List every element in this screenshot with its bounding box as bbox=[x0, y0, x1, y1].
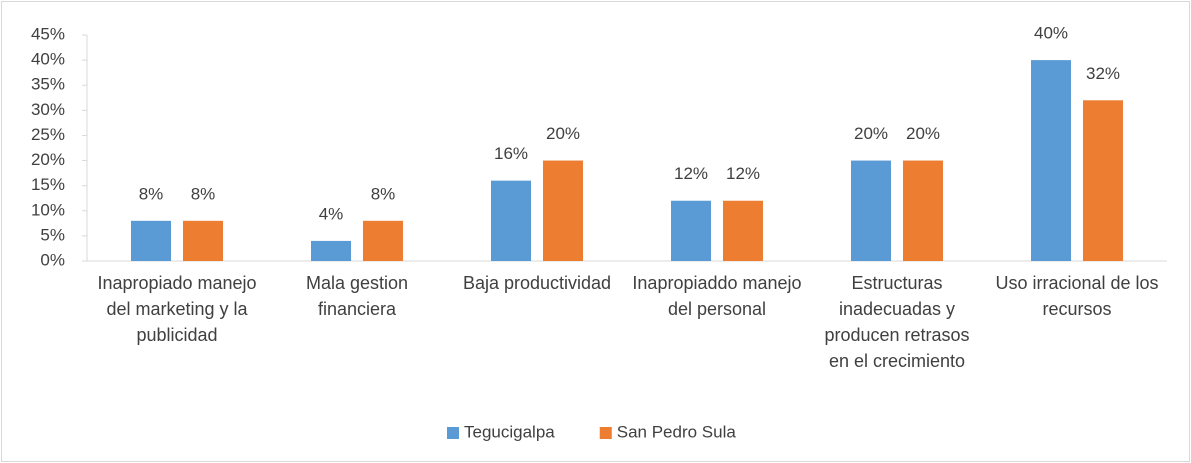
y-tick-label: 5% bbox=[40, 225, 65, 244]
data-label: 12% bbox=[674, 164, 708, 183]
bar bbox=[183, 220, 223, 261]
y-tick-label: 30% bbox=[31, 100, 65, 119]
bar bbox=[131, 220, 171, 261]
x-tick-label: Inapropiaddo manejo del personal bbox=[632, 273, 802, 319]
data-label: 32% bbox=[1086, 64, 1120, 83]
bar bbox=[1031, 60, 1071, 261]
data-label: 12% bbox=[726, 164, 760, 183]
legend-swatch bbox=[599, 427, 612, 439]
legend-label: Tegucigalpa bbox=[464, 422, 555, 441]
bar bbox=[543, 160, 583, 261]
y-tick-label: 25% bbox=[31, 125, 65, 144]
data-label: 20% bbox=[906, 124, 940, 143]
x-tick-label: Estructuras inadecuadas y producen retra… bbox=[824, 273, 970, 371]
x-tick-label: Inapropiado manejo del marketing y la pu… bbox=[97, 273, 257, 345]
bar bbox=[903, 160, 943, 261]
bar bbox=[491, 180, 531, 261]
data-label: 20% bbox=[546, 124, 580, 143]
legend-swatch bbox=[447, 427, 459, 439]
x-tick-label: Mala gestion financiera bbox=[305, 273, 409, 319]
y-tick-label: 20% bbox=[31, 150, 65, 169]
data-label: 40% bbox=[1034, 24, 1068, 43]
y-tick-label: 10% bbox=[31, 200, 65, 219]
data-label: 16% bbox=[494, 144, 528, 163]
data-label: 8% bbox=[191, 184, 216, 203]
x-tick-label: Baja productividad bbox=[462, 273, 612, 293]
bar bbox=[311, 240, 351, 261]
y-tick-label: 40% bbox=[31, 50, 65, 69]
y-tick-label: 15% bbox=[31, 175, 65, 194]
bar bbox=[671, 200, 711, 261]
bar bbox=[723, 200, 763, 261]
data-label: 4% bbox=[319, 204, 344, 223]
data-label: 8% bbox=[371, 184, 396, 203]
data-label: 20% bbox=[854, 124, 888, 143]
bar bbox=[363, 220, 403, 261]
x-tick-label: Uso irracional de los recursos bbox=[995, 273, 1159, 319]
y-tick-label: 0% bbox=[40, 250, 65, 269]
y-tick-label: 45% bbox=[31, 24, 65, 43]
bar bbox=[851, 160, 891, 261]
data-label: 8% bbox=[139, 184, 164, 203]
legend-label: San Pedro Sula bbox=[617, 422, 737, 441]
bar bbox=[1083, 100, 1123, 262]
y-tick-label: 35% bbox=[31, 75, 65, 94]
